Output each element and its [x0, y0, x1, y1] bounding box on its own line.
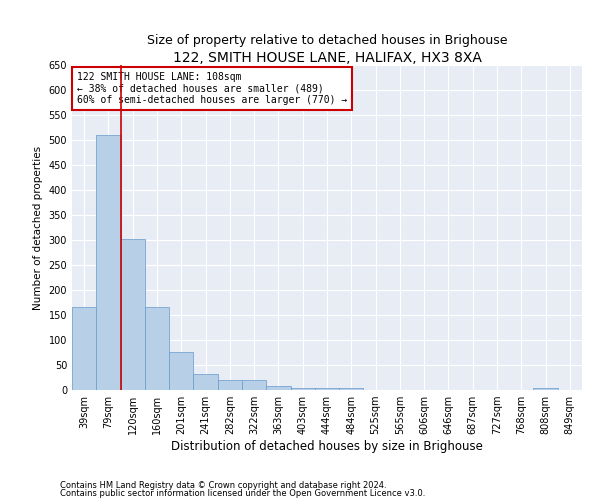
Bar [290, 388, 315, 390]
Bar [339, 388, 364, 390]
Bar [72, 306, 96, 390]
Title: 122, SMITH HOUSE LANE, HALIFAX, HX3 8XA: 122, SMITH HOUSE LANE, HALIFAX, HX3 8XA [173, 51, 481, 65]
Y-axis label: Number of detached properties: Number of detached properties [33, 146, 43, 310]
Bar [145, 306, 169, 390]
Bar [218, 380, 242, 390]
Bar [266, 386, 290, 390]
Text: Contains HM Land Registry data © Crown copyright and database right 2024.: Contains HM Land Registry data © Crown c… [60, 480, 386, 490]
Text: 122 SMITH HOUSE LANE: 108sqm
← 38% of detached houses are smaller (489)
60% of s: 122 SMITH HOUSE LANE: 108sqm ← 38% of de… [77, 72, 347, 104]
Bar [533, 388, 558, 390]
X-axis label: Distribution of detached houses by size in Brighouse: Distribution of detached houses by size … [171, 440, 483, 453]
Text: Contains public sector information licensed under the Open Government Licence v3: Contains public sector information licen… [60, 489, 425, 498]
Bar [315, 388, 339, 390]
Bar [242, 380, 266, 390]
Text: Size of property relative to detached houses in Brighouse: Size of property relative to detached ho… [147, 34, 507, 47]
Bar [121, 239, 145, 390]
Bar [193, 374, 218, 390]
Bar [96, 135, 121, 390]
Bar [169, 352, 193, 390]
